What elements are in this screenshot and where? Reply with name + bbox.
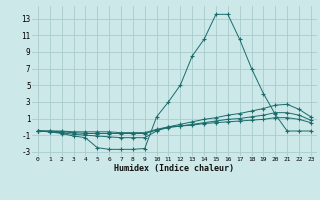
X-axis label: Humidex (Indice chaleur): Humidex (Indice chaleur) — [115, 164, 234, 173]
